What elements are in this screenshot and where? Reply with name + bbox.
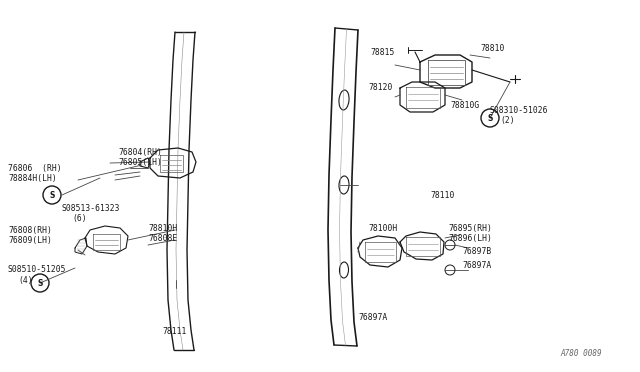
Text: 78815: 78815 <box>370 48 394 57</box>
Text: 78810: 78810 <box>480 44 504 52</box>
Text: 78120: 78120 <box>368 83 392 92</box>
Text: 76897A: 76897A <box>358 314 387 323</box>
Text: S08310-51026: S08310-51026 <box>490 106 548 115</box>
Text: 78110: 78110 <box>430 190 454 199</box>
Text: 76897B: 76897B <box>462 247 492 257</box>
Text: 76895(RH): 76895(RH) <box>448 224 492 232</box>
Text: S08513-61323: S08513-61323 <box>62 203 120 212</box>
Text: S: S <box>37 279 43 288</box>
Text: S: S <box>487 113 493 122</box>
Text: A780 0089: A780 0089 <box>560 349 602 358</box>
Text: 78884H(LH): 78884H(LH) <box>8 173 57 183</box>
Text: 78810H: 78810H <box>148 224 177 232</box>
Text: (4): (4) <box>18 276 33 285</box>
Text: 76897A: 76897A <box>462 260 492 269</box>
Text: 78810G: 78810G <box>450 100 479 109</box>
Text: S08510-51205: S08510-51205 <box>8 266 67 275</box>
Text: S: S <box>49 190 54 199</box>
Text: 76806  (RH): 76806 (RH) <box>8 164 61 173</box>
Text: (6): (6) <box>72 214 86 222</box>
Text: 76804(RH): 76804(RH) <box>118 148 162 157</box>
Text: 78100H: 78100H <box>368 224 397 232</box>
Text: 76896(LH): 76896(LH) <box>448 234 492 243</box>
Text: 76808E: 76808E <box>148 234 177 243</box>
Text: 76805(LH): 76805(LH) <box>118 157 162 167</box>
Text: 78111: 78111 <box>162 327 186 337</box>
Text: 76809(LH): 76809(LH) <box>8 235 52 244</box>
Text: 76808(RH): 76808(RH) <box>8 225 52 234</box>
Text: (2): (2) <box>500 115 515 125</box>
